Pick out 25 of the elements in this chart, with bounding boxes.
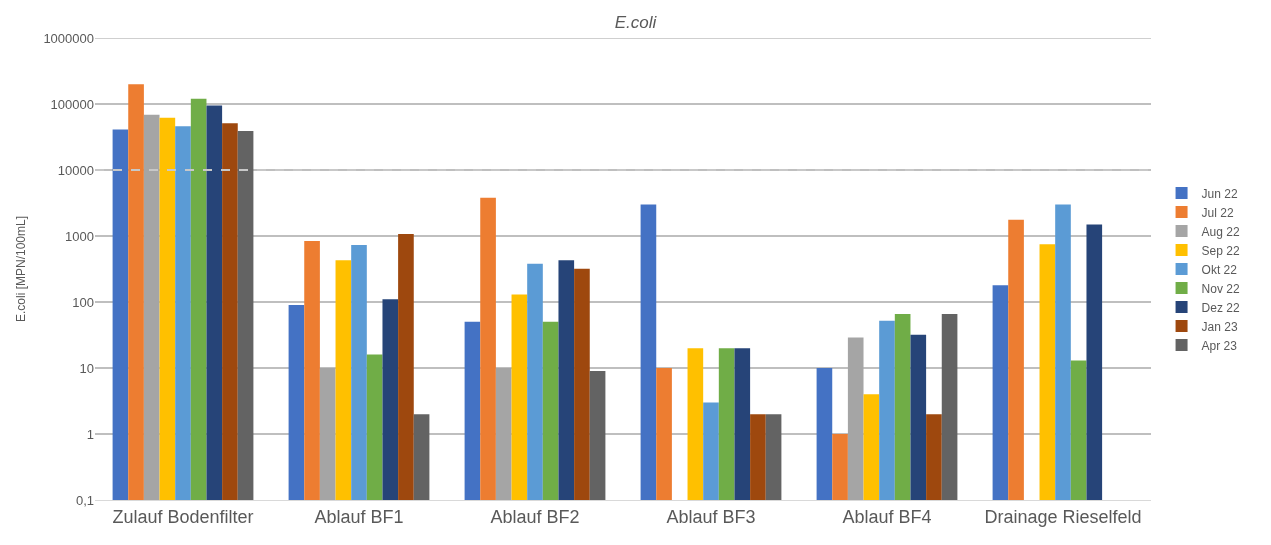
legend-label: Dez 22	[1201, 300, 1240, 315]
y-tick-label: 0,1	[75, 492, 94, 508]
x-tick-label: Drainage Rieselfeld	[984, 506, 1142, 527]
legend-label: Nov 22	[1201, 281, 1240, 296]
y-tick-label: 100000	[50, 96, 94, 112]
x-tick-label: Zulauf Bodenfilter	[112, 506, 254, 527]
legend-label: Jun 22	[1201, 186, 1238, 201]
x-tick-label: Ablauf BF1	[314, 506, 404, 527]
legend-label: Aug 22	[1201, 224, 1240, 239]
legend-label: Okt 22	[1201, 262, 1238, 277]
legend-label: Jan 23	[1201, 319, 1238, 334]
x-tick-label: Ablauf BF2	[490, 506, 580, 527]
chart-title: E.coli	[614, 13, 658, 33]
y-tick-label: 1000000	[43, 30, 94, 46]
y-tick-label: 1	[86, 426, 94, 442]
y-tick-label: 1000	[65, 228, 94, 244]
x-tick-label: Ablauf BF4	[842, 506, 932, 527]
x-tick-label: Ablauf BF3	[666, 506, 756, 527]
y-axis-title: E.coli [MPN/100mL]	[13, 215, 28, 323]
legend-label: Jul 22	[1201, 205, 1234, 220]
y-tick-label: 10	[79, 360, 94, 376]
y-tick-label: 10000	[57, 162, 94, 178]
legend-label: Sep 22	[1201, 243, 1240, 258]
legend-label: Apr 23	[1201, 338, 1238, 353]
y-tick-label: 100	[72, 294, 94, 310]
